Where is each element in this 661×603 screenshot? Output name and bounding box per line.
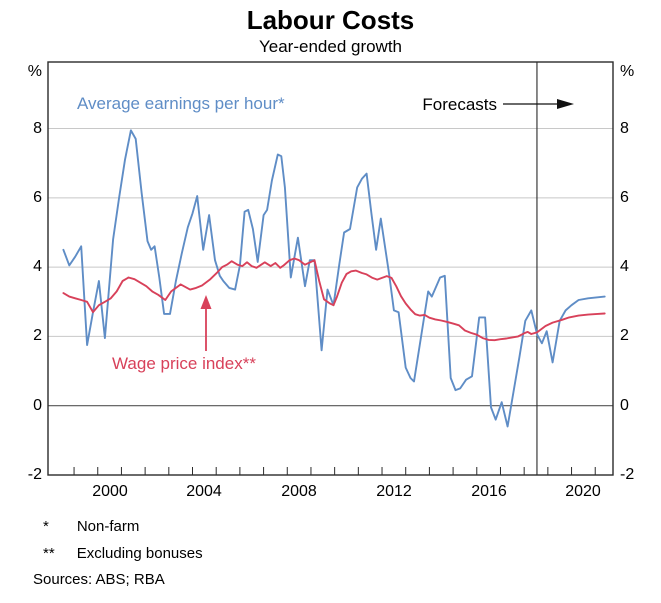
y-axis-label-right: 0 [620, 397, 629, 414]
y-axis-label-right: 4 [620, 258, 629, 275]
series-label-wage-price-index: Wage price index** [112, 354, 256, 373]
x-axis-label: 2008 [281, 483, 317, 500]
x-axis-label: 2012 [376, 483, 412, 500]
x-axis-label: 2020 [565, 483, 601, 500]
footnote-1: * Non-farm [43, 518, 139, 535]
y-axis-label-left: 0 [33, 397, 42, 414]
y-axis-label-right: 6 [620, 189, 629, 206]
footnote-1-text: Non-farm [76, 518, 140, 535]
sources-line: Sources: ABS; RBA [33, 571, 165, 588]
wage-price-index-line [62, 257, 606, 342]
chart-title: Labour Costs [246, 5, 415, 35]
plot-frame [47, 61, 614, 476]
forecasts-arrow-head-icon [557, 99, 574, 109]
footnote-1-marker: * [43, 518, 49, 535]
x-axis-label: 2000 [92, 483, 128, 500]
footnote-2: ** Excluding bonuses [43, 545, 203, 562]
y-axis-label-left: 8 [33, 120, 42, 137]
footnote-2-marker: ** [43, 545, 55, 562]
y-axis-label-left: -2 [27, 466, 42, 483]
y-axis-label-right: 8 [620, 120, 629, 137]
x-axis-label: 2004 [186, 483, 222, 500]
y-axis-label-left: 6 [33, 189, 42, 206]
y-axis-label-right: 2 [620, 327, 629, 344]
x-axis-label: 2016 [471, 483, 507, 500]
y-axis-unit-right: % [620, 63, 635, 80]
average-earnings-line [62, 129, 606, 428]
y-axis-label-left: 4 [33, 258, 42, 275]
footnote-2-text: Excluding bonuses [76, 545, 203, 562]
forecasts-label: Forecasts [422, 95, 497, 114]
y-axis-label-right: -2 [620, 466, 635, 483]
chart-subtitle: Year-ended growth [258, 37, 403, 56]
series-label-average-earnings: Average earnings per hour* [77, 94, 285, 113]
y-axis-label-left: 2 [33, 327, 42, 344]
wpi-arrow-head-icon [200, 295, 212, 309]
y-axis-unit-left: % [27, 63, 42, 80]
